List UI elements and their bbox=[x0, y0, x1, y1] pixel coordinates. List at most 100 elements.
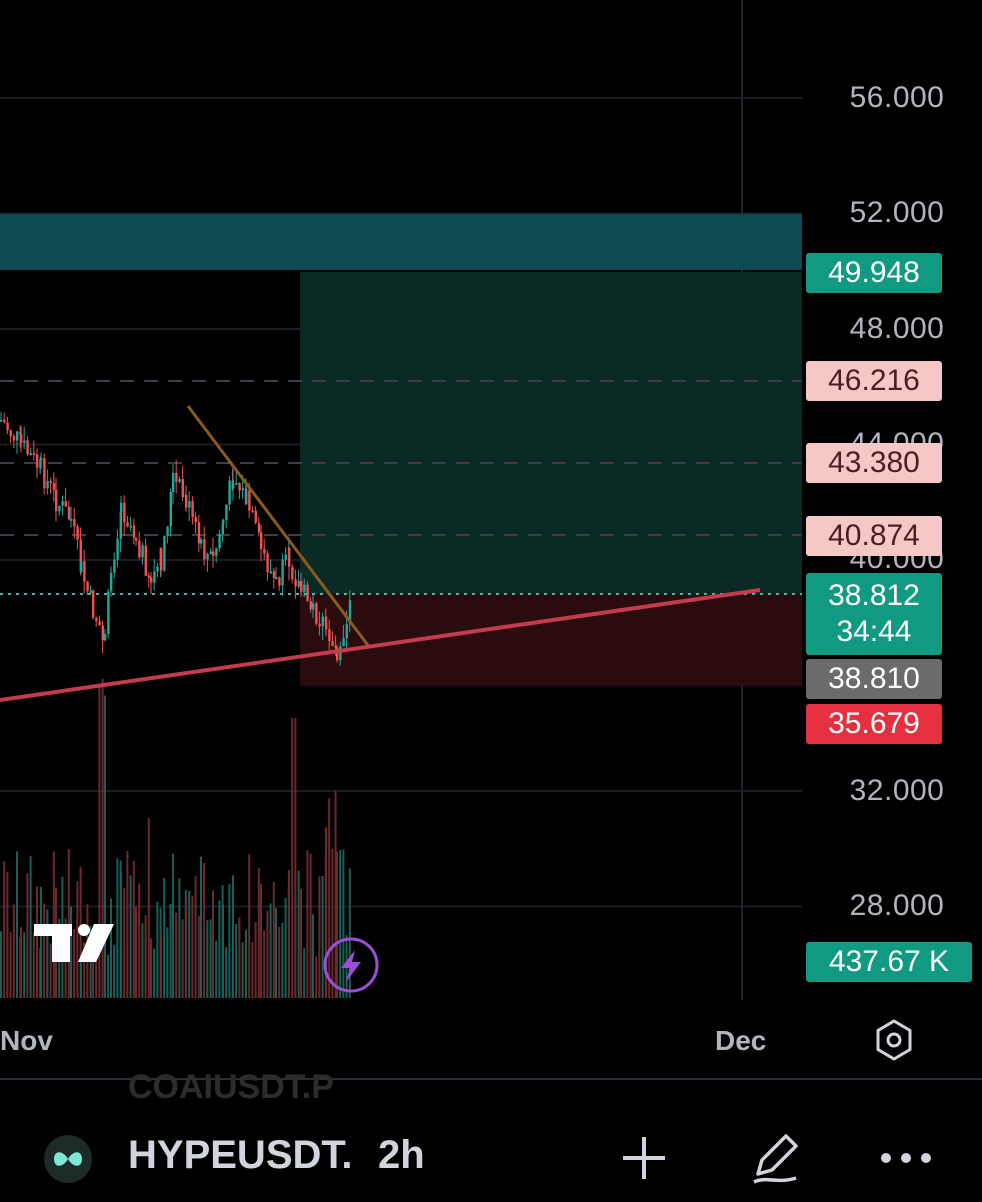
candle-body bbox=[3, 419, 6, 423]
volume-bar bbox=[141, 923, 144, 998]
price-chart[interactable] bbox=[0, 0, 982, 1080]
candle-body bbox=[336, 647, 339, 661]
profit-zone bbox=[300, 272, 802, 594]
candle-body bbox=[86, 581, 89, 592]
candle-body bbox=[89, 590, 92, 593]
candle-body bbox=[212, 551, 215, 557]
candle-body bbox=[312, 603, 315, 610]
volume-bar bbox=[26, 872, 29, 998]
volume-bar bbox=[284, 897, 287, 998]
chart-area[interactable]: 56.000 52.000 48.000 44.000 40.000 32.00… bbox=[0, 0, 982, 1080]
last-price-value: 38.812 bbox=[828, 579, 920, 612]
candle-body bbox=[294, 579, 297, 587]
more-icon[interactable] bbox=[876, 1128, 936, 1188]
pen-icon[interactable] bbox=[746, 1128, 806, 1188]
candle-body bbox=[254, 510, 257, 523]
candle-body bbox=[325, 622, 328, 630]
volume-bar bbox=[70, 906, 72, 998]
candle-body bbox=[123, 502, 126, 523]
volume-bar bbox=[113, 944, 116, 998]
volume-bar bbox=[315, 956, 318, 998]
level-tag-46216: 46.216 bbox=[806, 361, 942, 401]
volume-bar bbox=[336, 851, 338, 998]
candle-body bbox=[191, 501, 194, 518]
candle-body bbox=[0, 419, 3, 422]
volume-bar bbox=[269, 903, 272, 998]
volume-bar bbox=[309, 853, 312, 998]
price-axis-label: 48.000 bbox=[849, 312, 945, 345]
price-axis-label: 56.000 bbox=[849, 81, 945, 114]
target-price-tag: 49.948 bbox=[806, 253, 942, 293]
volume-bar bbox=[80, 955, 82, 998]
symbol-logo-icon[interactable] bbox=[44, 1135, 92, 1183]
volume-bar bbox=[123, 888, 126, 998]
volume-bar bbox=[104, 695, 106, 998]
volume-bar bbox=[40, 886, 42, 998]
candle-body bbox=[150, 577, 153, 583]
volume-bar bbox=[248, 854, 251, 998]
candle-body bbox=[248, 490, 251, 511]
volume-bar bbox=[36, 886, 38, 998]
volume-bar bbox=[6, 872, 9, 998]
volume-bar bbox=[325, 827, 327, 998]
volume-bar bbox=[257, 868, 260, 998]
loss-zone bbox=[300, 594, 802, 686]
candle-body bbox=[64, 501, 67, 507]
volume-bar bbox=[12, 904, 15, 998]
volume-bar bbox=[225, 947, 228, 998]
volume-bar bbox=[232, 875, 234, 998]
volume-bar bbox=[185, 893, 187, 998]
candle-body bbox=[32, 453, 36, 456]
tradingview-logo-icon bbox=[34, 924, 114, 962]
volume-bar bbox=[200, 856, 202, 998]
volume-bar bbox=[222, 904, 224, 998]
candle-body bbox=[73, 518, 76, 527]
candle-body bbox=[55, 489, 58, 512]
candle-body bbox=[132, 525, 136, 538]
candle-body bbox=[147, 575, 151, 578]
symbol-name[interactable]: HYPEUSDT. bbox=[128, 1133, 353, 1177]
candle-body bbox=[235, 482, 238, 485]
candle-body bbox=[318, 623, 321, 627]
volume-bar bbox=[160, 933, 162, 998]
volume-bar bbox=[101, 678, 104, 998]
timeframe-selector[interactable]: 2h bbox=[378, 1133, 425, 1177]
volume-bar bbox=[23, 932, 26, 998]
volume-bar bbox=[129, 875, 132, 998]
candle-body bbox=[218, 533, 221, 549]
candle-body bbox=[291, 566, 294, 580]
candle-body bbox=[251, 510, 254, 513]
volume-bar bbox=[272, 881, 275, 998]
volume-bar bbox=[116, 858, 119, 998]
bar-countdown: 34:44 bbox=[836, 615, 912, 648]
plus-icon[interactable] bbox=[614, 1128, 674, 1188]
candle-body bbox=[194, 517, 197, 523]
volume-bar bbox=[238, 917, 241, 998]
volume-bar bbox=[132, 860, 135, 998]
volume-bar bbox=[120, 871, 122, 998]
volume-bar bbox=[281, 922, 284, 998]
ascending-trendline[interactable] bbox=[0, 588, 761, 702]
candle-body bbox=[288, 547, 291, 567]
lightning-icon[interactable] bbox=[323, 937, 379, 993]
candle-body bbox=[46, 481, 49, 489]
candle-body bbox=[129, 525, 132, 528]
settings-hexagon-icon[interactable] bbox=[872, 1018, 916, 1062]
candle-body bbox=[266, 553, 269, 573]
candle-body bbox=[200, 539, 203, 544]
volume-bar bbox=[203, 862, 206, 998]
volume-bar bbox=[156, 901, 159, 998]
volume-bar bbox=[260, 884, 262, 998]
descending-trendline[interactable] bbox=[186, 405, 372, 649]
candle-body bbox=[9, 430, 12, 437]
volume-bar bbox=[263, 930, 266, 998]
candle-body bbox=[12, 436, 16, 441]
candle-body bbox=[40, 458, 43, 461]
volume-bar bbox=[275, 908, 277, 998]
volume-bar bbox=[16, 851, 18, 998]
volume-bar bbox=[342, 849, 345, 998]
volume-bar bbox=[318, 876, 321, 998]
volume-bar bbox=[331, 848, 334, 998]
candle-body bbox=[156, 566, 159, 572]
candle-body bbox=[79, 539, 82, 573]
